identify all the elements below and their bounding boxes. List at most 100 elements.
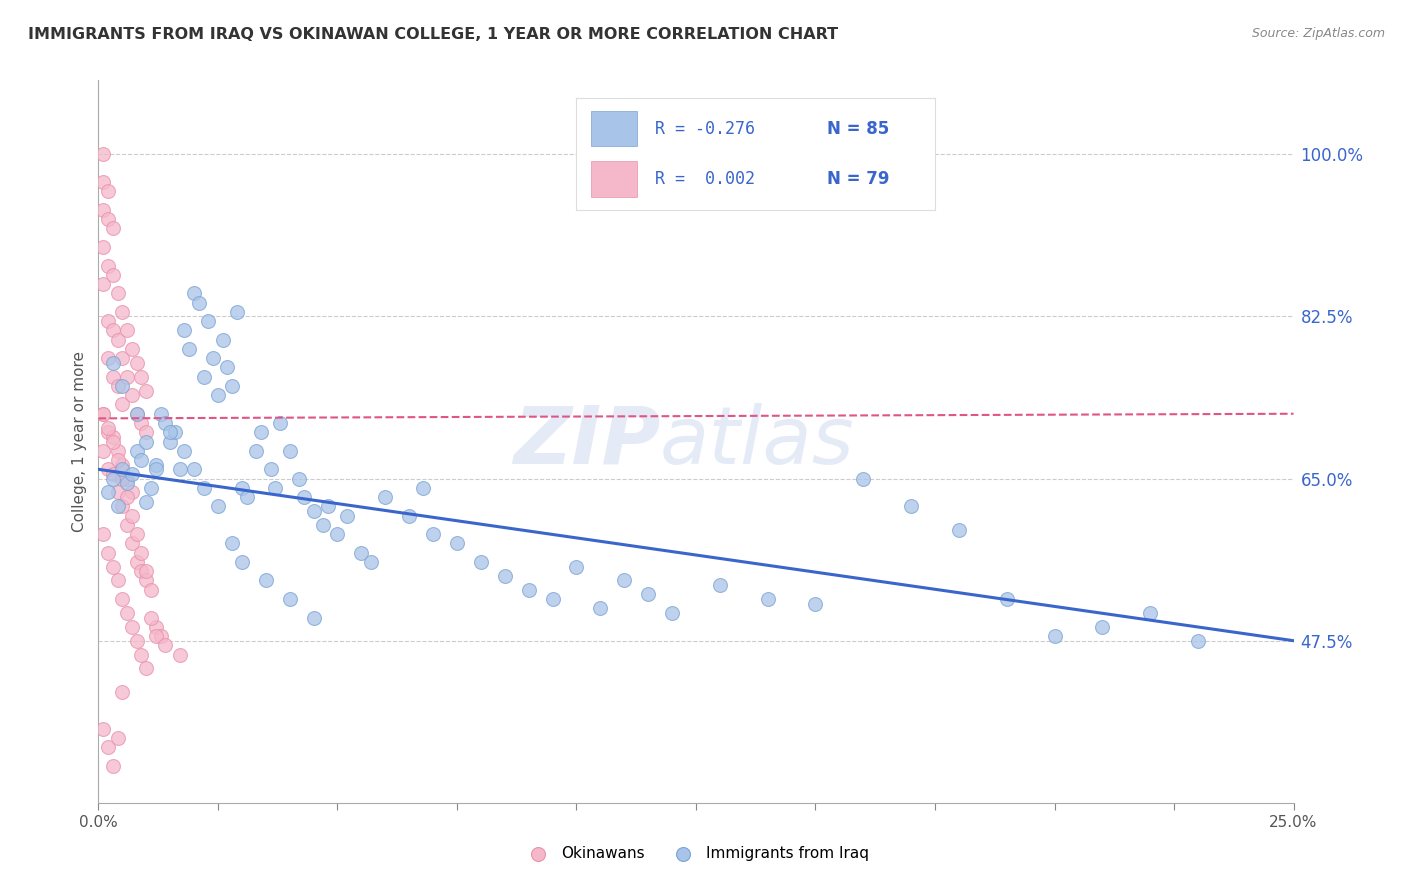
Point: [1091, 620, 1114, 634]
Text: IMMIGRANTS FROM IRAQ VS OKINAWAN COLLEGE, 1 YEAR OR MORE CORRELATION CHART: IMMIGRANTS FROM IRAQ VS OKINAWAN COLLEGE…: [28, 27, 838, 42]
Point: [121, 620, 143, 634]
Point: [159, 425, 181, 440]
Point: [107, 453, 129, 467]
Point: [111, 351, 134, 366]
Point: [97, 546, 120, 560]
Point: [97, 212, 120, 227]
Point: [264, 481, 287, 495]
Point: [101, 559, 124, 574]
Point: [131, 416, 153, 430]
Point: [183, 462, 205, 476]
Point: [446, 536, 468, 550]
Point: [135, 384, 157, 398]
Point: [131, 369, 153, 384]
Point: [97, 425, 120, 440]
Point: [155, 638, 177, 652]
Point: [121, 485, 143, 500]
Point: [235, 490, 257, 504]
Point: [139, 481, 162, 495]
Point: [115, 369, 138, 384]
Point: [412, 481, 434, 495]
Point: [517, 582, 540, 597]
Point: [145, 620, 167, 634]
Point: [101, 758, 124, 772]
Point: [107, 500, 129, 514]
Point: [91, 443, 114, 458]
Point: [101, 467, 124, 481]
Point: [111, 305, 134, 319]
Point: [183, 286, 205, 301]
Point: [111, 458, 134, 472]
Point: [179, 342, 201, 356]
Point: [221, 379, 243, 393]
Point: [97, 740, 120, 755]
Point: [91, 202, 114, 217]
Point: [259, 462, 281, 476]
Y-axis label: College, 1 year or more: College, 1 year or more: [72, 351, 87, 532]
Point: [231, 481, 253, 495]
Point: [173, 323, 195, 337]
Point: [211, 333, 233, 347]
Point: [312, 517, 335, 532]
Point: [125, 443, 148, 458]
Point: [97, 259, 120, 273]
Point: [422, 527, 444, 541]
Point: [121, 342, 143, 356]
Point: [374, 490, 396, 504]
Point: [661, 606, 683, 620]
Text: Source: ZipAtlas.com: Source: ZipAtlas.com: [1251, 27, 1385, 40]
Point: [97, 420, 120, 434]
Point: [91, 407, 114, 421]
Point: [91, 277, 114, 291]
Point: [101, 356, 124, 370]
Point: [107, 379, 129, 393]
Point: [336, 508, 359, 523]
Point: [149, 407, 172, 421]
Legend: Okinawans, Immigrants from Iraq: Okinawans, Immigrants from Iraq: [517, 840, 875, 867]
Point: [125, 555, 148, 569]
Point: [135, 574, 157, 588]
Point: [125, 407, 148, 421]
Point: [145, 462, 167, 476]
Point: [135, 425, 157, 440]
Point: [470, 555, 492, 569]
Point: [804, 597, 827, 611]
Point: [97, 462, 120, 476]
Point: [159, 434, 181, 449]
Point: [97, 351, 120, 366]
Point: [254, 574, 277, 588]
Point: [107, 333, 129, 347]
Point: [193, 369, 215, 384]
Point: [131, 453, 153, 467]
Point: [111, 684, 134, 698]
Point: [131, 546, 153, 560]
Point: [145, 629, 167, 643]
Point: [245, 443, 267, 458]
Point: [121, 536, 143, 550]
Point: [1187, 633, 1209, 648]
Point: [207, 388, 229, 402]
Point: [131, 564, 153, 578]
Point: [316, 500, 339, 514]
Point: [135, 661, 157, 675]
Point: [350, 546, 373, 560]
Point: [302, 610, 325, 624]
Point: [125, 356, 148, 370]
Point: [115, 517, 138, 532]
Point: [97, 185, 120, 199]
Point: [91, 407, 114, 421]
Point: [91, 527, 114, 541]
Point: [756, 592, 779, 607]
Point: [269, 416, 291, 430]
Point: [541, 592, 564, 607]
Point: [111, 592, 134, 607]
Point: [101, 434, 124, 449]
Point: [900, 500, 922, 514]
Point: [135, 494, 157, 508]
Text: atlas: atlas: [661, 402, 855, 481]
Text: ZIP: ZIP: [513, 402, 661, 481]
Point: [91, 240, 114, 254]
Point: [398, 508, 420, 523]
Point: [131, 648, 153, 662]
Point: [278, 592, 301, 607]
